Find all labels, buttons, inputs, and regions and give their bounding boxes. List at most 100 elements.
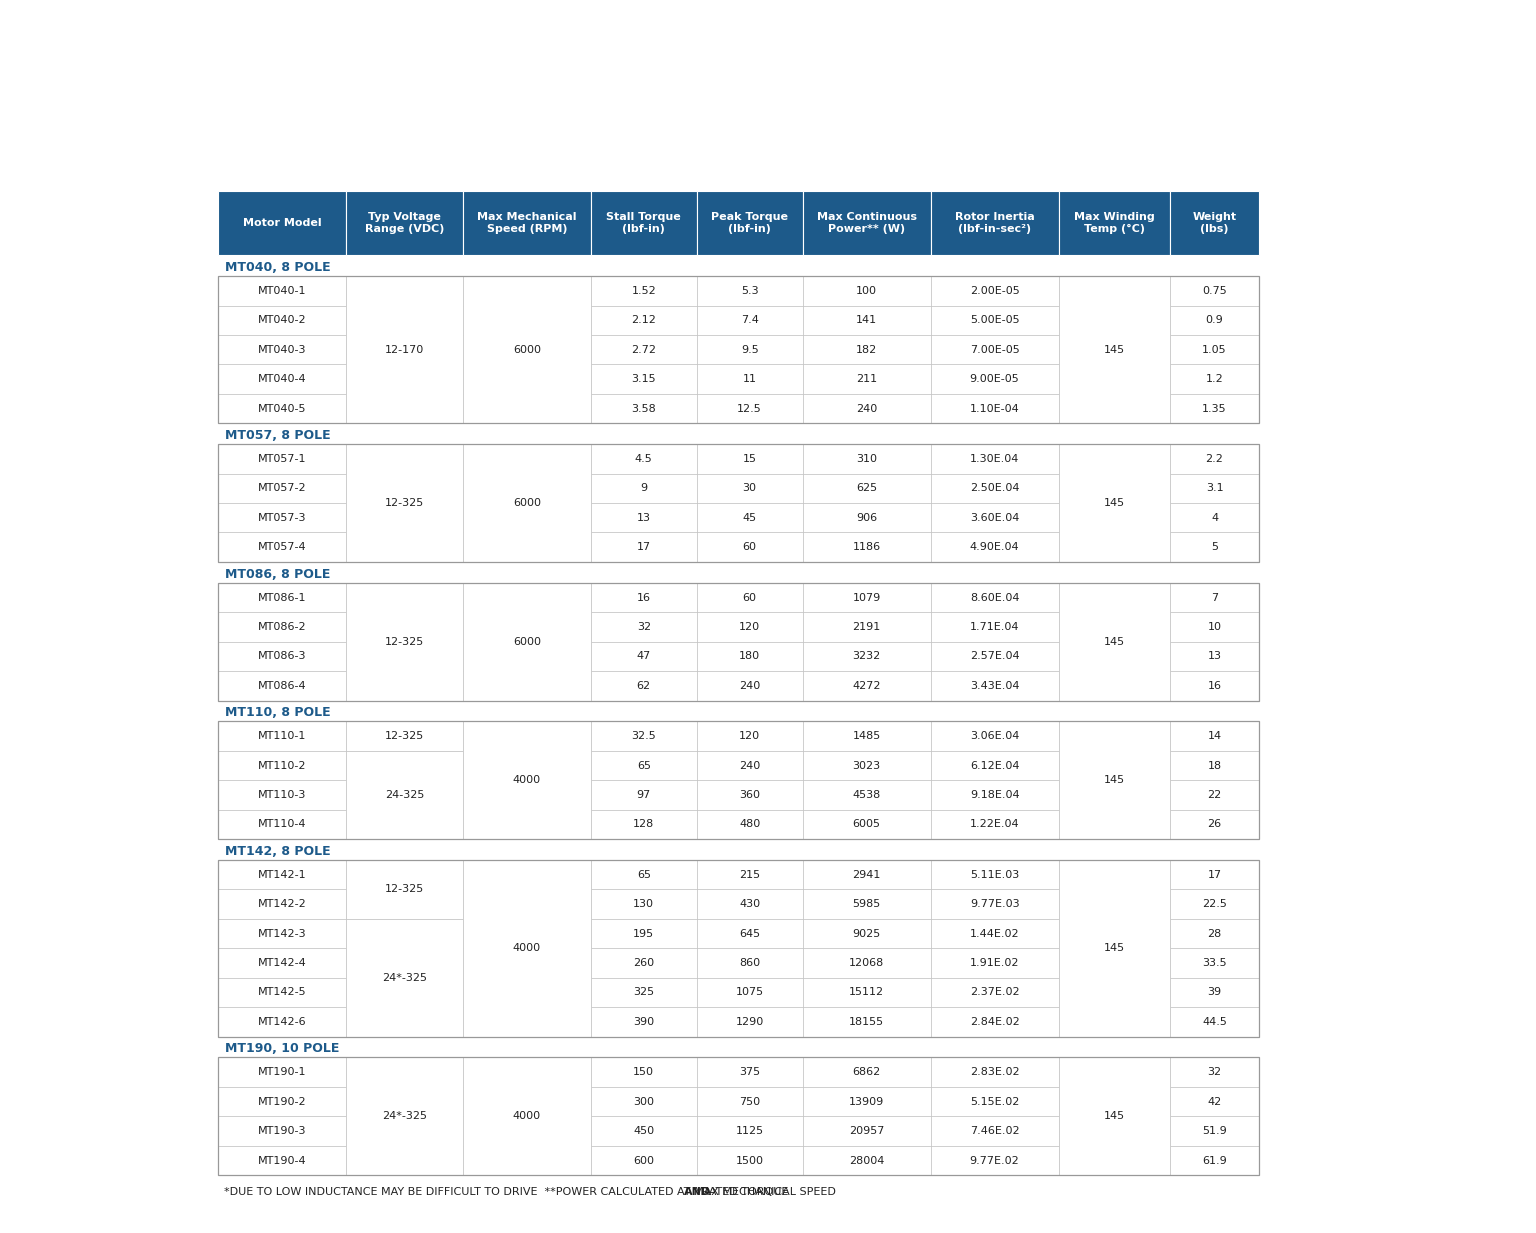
- Bar: [931, 276, 1058, 306]
- Bar: [346, 335, 462, 365]
- Bar: [462, 1058, 591, 1175]
- Bar: [1058, 751, 1170, 780]
- Text: 260: 260: [633, 958, 654, 968]
- Bar: [1058, 444, 1170, 473]
- Bar: [218, 306, 346, 335]
- Text: 120: 120: [739, 621, 760, 633]
- Text: 51.9: 51.9: [1203, 1126, 1227, 1136]
- Text: MT190, 10 POLE: MT190, 10 POLE: [226, 1042, 339, 1055]
- Bar: [346, 276, 462, 306]
- Bar: [803, 641, 931, 671]
- Text: 5985: 5985: [852, 899, 880, 909]
- Bar: [1058, 503, 1170, 533]
- Bar: [346, 889, 462, 919]
- Text: Max Winding
Temp (°C): Max Winding Temp (°C): [1074, 212, 1155, 234]
- Text: MT110-3: MT110-3: [258, 790, 306, 800]
- Bar: [1058, 1007, 1170, 1037]
- Bar: [346, 444, 462, 473]
- Bar: [803, 780, 931, 810]
- Bar: [697, 641, 803, 671]
- Bar: [346, 751, 462, 840]
- Bar: [218, 533, 346, 562]
- Bar: [803, 1088, 931, 1116]
- Bar: [1058, 948, 1170, 978]
- Bar: [697, 780, 803, 810]
- Bar: [591, 276, 697, 306]
- Text: 7.46E.02: 7.46E.02: [969, 1126, 1020, 1136]
- Text: 1125: 1125: [736, 1126, 763, 1136]
- Bar: [803, 503, 931, 533]
- Bar: [346, 1007, 462, 1037]
- Bar: [697, 861, 803, 889]
- Bar: [591, 978, 697, 1007]
- Bar: [218, 1145, 346, 1175]
- Bar: [1170, 641, 1260, 671]
- Bar: [462, 276, 591, 306]
- Bar: [931, 533, 1058, 562]
- Bar: [1058, 978, 1170, 1007]
- Bar: [346, 721, 462, 751]
- Bar: [1170, 444, 1260, 473]
- Text: 130: 130: [633, 899, 654, 909]
- Bar: [803, 583, 931, 613]
- Bar: [591, 365, 697, 393]
- Bar: [697, 978, 803, 1007]
- Bar: [931, 641, 1058, 671]
- Bar: [462, 1145, 591, 1175]
- Bar: [218, 721, 346, 751]
- Bar: [931, 503, 1058, 533]
- Bar: [1058, 889, 1170, 919]
- Text: 5.15E.02: 5.15E.02: [969, 1096, 1020, 1107]
- Text: AND: AND: [684, 1187, 711, 1197]
- Text: 4272: 4272: [852, 681, 880, 690]
- Bar: [1058, 276, 1170, 306]
- Text: 24-325: 24-325: [386, 790, 424, 800]
- Bar: [591, 1116, 697, 1145]
- Bar: [462, 721, 591, 840]
- Bar: [462, 473, 591, 503]
- Bar: [346, 1116, 462, 1145]
- Text: MT040-3: MT040-3: [258, 345, 307, 355]
- Bar: [931, 583, 1058, 613]
- Bar: [803, 1116, 931, 1145]
- Bar: [218, 978, 346, 1007]
- Text: 10: 10: [1207, 621, 1221, 633]
- Bar: [931, 365, 1058, 393]
- Bar: [462, 306, 591, 335]
- Text: 1075: 1075: [736, 988, 763, 997]
- Text: 47: 47: [637, 651, 651, 661]
- Text: 15112: 15112: [849, 988, 885, 997]
- Bar: [697, 583, 803, 613]
- Bar: [218, 276, 346, 306]
- Bar: [591, 583, 697, 613]
- Text: 141: 141: [856, 316, 877, 326]
- Bar: [1058, 533, 1170, 562]
- Bar: [803, 919, 931, 948]
- Text: 3232: 3232: [852, 651, 880, 661]
- Text: MT086-2: MT086-2: [258, 621, 307, 633]
- Bar: [697, 533, 803, 562]
- Text: 17: 17: [1207, 869, 1221, 879]
- Text: 1186: 1186: [852, 543, 880, 552]
- Bar: [931, 810, 1058, 840]
- Bar: [1058, 810, 1170, 840]
- Bar: [697, 276, 803, 306]
- Bar: [462, 365, 591, 393]
- Text: 180: 180: [739, 651, 760, 661]
- Text: 16: 16: [1207, 681, 1221, 690]
- Bar: [931, 1088, 1058, 1116]
- Bar: [218, 671, 346, 700]
- Text: 3.43E.04: 3.43E.04: [969, 681, 1020, 690]
- Bar: [591, 306, 697, 335]
- Bar: [697, 671, 803, 700]
- Bar: [462, 948, 591, 978]
- Text: 375: 375: [739, 1068, 760, 1078]
- Text: 22: 22: [1207, 790, 1221, 800]
- Bar: [591, 919, 697, 948]
- Bar: [218, 191, 346, 255]
- Text: 20957: 20957: [849, 1126, 885, 1136]
- Bar: [346, 473, 462, 503]
- Bar: [1058, 306, 1170, 335]
- Bar: [591, 1007, 697, 1037]
- Text: 1.30E.04: 1.30E.04: [969, 454, 1020, 464]
